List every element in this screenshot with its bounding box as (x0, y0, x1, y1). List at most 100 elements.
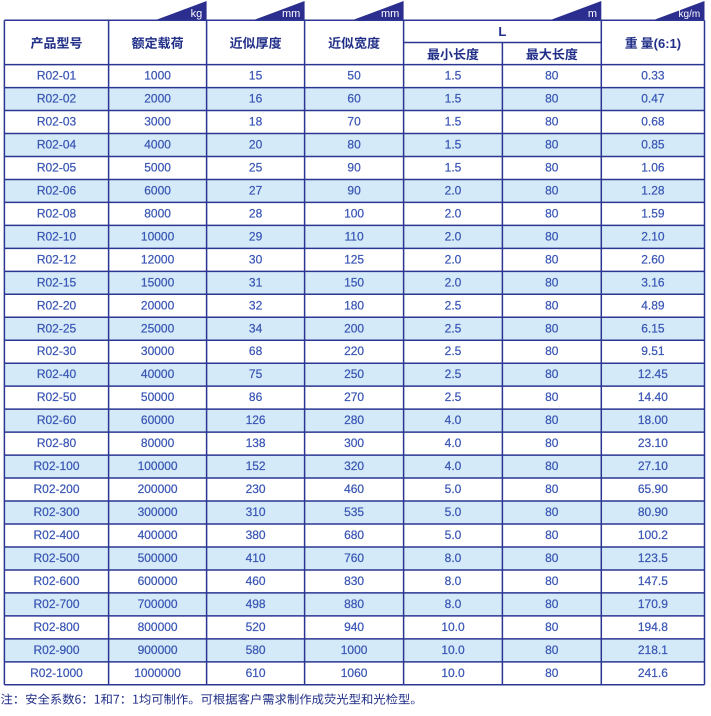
svg-text:10.0: 10.0 (441, 620, 465, 634)
svg-text:218.1: 218.1 (638, 643, 668, 657)
svg-text:0.85: 0.85 (641, 138, 665, 152)
svg-text:80: 80 (347, 138, 361, 152)
svg-text:20: 20 (249, 138, 263, 152)
svg-text:50: 50 (347, 69, 361, 83)
svg-text:20000: 20000 (141, 298, 175, 312)
svg-text:126: 126 (246, 413, 266, 427)
svg-text:70: 70 (347, 115, 361, 129)
svg-text:5.0: 5.0 (445, 528, 462, 542)
svg-text:80: 80 (545, 551, 559, 565)
svg-text:15000: 15000 (141, 275, 175, 289)
svg-text:10.0: 10.0 (441, 666, 465, 680)
svg-text:0.47: 0.47 (641, 92, 665, 106)
svg-text:2.5: 2.5 (445, 390, 462, 404)
svg-text:30000: 30000 (141, 344, 175, 358)
svg-text:80: 80 (545, 436, 559, 450)
svg-text:80: 80 (545, 160, 559, 174)
svg-text:mm: mm (282, 8, 300, 20)
svg-text:8000: 8000 (144, 206, 171, 220)
svg-text:40000: 40000 (141, 367, 175, 381)
svg-text:80: 80 (545, 344, 559, 358)
svg-text:29: 29 (249, 229, 263, 243)
svg-text:4.89: 4.89 (641, 298, 665, 312)
svg-text:R02-01: R02-01 (37, 69, 77, 83)
svg-text:230: 230 (246, 482, 266, 496)
svg-text:R02-02: R02-02 (37, 92, 77, 106)
svg-text:2.0: 2.0 (445, 206, 462, 220)
svg-text:460: 460 (246, 574, 266, 588)
svg-text:R02-30: R02-30 (37, 344, 77, 358)
svg-text:R02-03: R02-03 (37, 115, 77, 129)
svg-text:12000: 12000 (141, 252, 175, 266)
svg-text:1000000: 1000000 (134, 666, 181, 680)
svg-text:535: 535 (344, 505, 364, 519)
svg-text:520: 520 (246, 620, 266, 634)
svg-text:2.5: 2.5 (445, 321, 462, 335)
svg-text:138: 138 (246, 436, 266, 450)
svg-text:100.2: 100.2 (638, 528, 668, 542)
svg-text:14.40: 14.40 (638, 390, 668, 404)
svg-text:1.5: 1.5 (445, 115, 462, 129)
svg-text:610: 610 (246, 666, 266, 680)
svg-text:6.15: 6.15 (641, 321, 665, 335)
svg-text:80: 80 (545, 666, 559, 680)
svg-text:75: 75 (249, 367, 263, 381)
svg-text:2.10: 2.10 (641, 229, 665, 243)
svg-text:kg/m: kg/m (679, 9, 701, 20)
svg-text:4.0: 4.0 (445, 459, 462, 473)
svg-text:80: 80 (545, 597, 559, 611)
svg-text:R02-10: R02-10 (37, 229, 77, 243)
svg-text:180: 180 (344, 298, 364, 312)
svg-text:250: 250 (344, 367, 364, 381)
svg-text:80: 80 (545, 459, 559, 473)
svg-text:80: 80 (545, 206, 559, 220)
svg-text:5.0: 5.0 (445, 482, 462, 496)
svg-text:760: 760 (344, 551, 364, 565)
svg-text:1.5: 1.5 (445, 69, 462, 83)
svg-text:1000: 1000 (144, 69, 171, 83)
svg-text:R02-50: R02-50 (37, 390, 77, 404)
svg-text:400000: 400000 (138, 528, 178, 542)
svg-text:12.45: 12.45 (638, 367, 668, 381)
svg-text:27.10: 27.10 (638, 459, 668, 473)
svg-text:25: 25 (249, 160, 263, 174)
svg-text:R02-06: R02-06 (37, 183, 77, 197)
svg-text:1060: 1060 (341, 666, 368, 680)
svg-text:300000: 300000 (138, 505, 178, 519)
svg-text:1.28: 1.28 (641, 183, 665, 197)
svg-text:3000: 3000 (144, 115, 171, 129)
svg-text:300: 300 (344, 436, 364, 450)
svg-text:1.06: 1.06 (641, 160, 665, 174)
svg-text:80: 80 (545, 574, 559, 588)
svg-text:18.00: 18.00 (638, 413, 668, 427)
svg-text:498: 498 (246, 597, 266, 611)
svg-text:123.5: 123.5 (638, 551, 668, 565)
svg-text:125: 125 (344, 252, 364, 266)
svg-text:R02-05: R02-05 (37, 160, 77, 174)
svg-text:50000: 50000 (141, 390, 175, 404)
svg-text:147.5: 147.5 (638, 574, 668, 588)
svg-text:32: 32 (249, 298, 263, 312)
svg-text:90: 90 (347, 183, 361, 197)
svg-text:R02-800: R02-800 (33, 620, 79, 634)
svg-text:80: 80 (545, 482, 559, 496)
svg-text:68: 68 (249, 344, 263, 358)
svg-text:R02-500: R02-500 (33, 551, 79, 565)
svg-text:800000: 800000 (138, 620, 178, 634)
svg-text:34: 34 (249, 321, 263, 335)
svg-text:0.33: 0.33 (641, 69, 665, 83)
svg-text:1.5: 1.5 (445, 160, 462, 174)
svg-text:m: m (588, 8, 597, 20)
svg-text:25000: 25000 (141, 321, 175, 335)
svg-text:30: 30 (249, 252, 263, 266)
svg-text:28: 28 (249, 206, 263, 220)
svg-text:80: 80 (545, 620, 559, 634)
svg-text:R02-100: R02-100 (33, 459, 79, 473)
svg-text:194.8: 194.8 (638, 620, 668, 634)
svg-text:18: 18 (249, 115, 263, 129)
svg-text:R02-25: R02-25 (37, 321, 77, 335)
svg-text:R02-400: R02-400 (33, 528, 79, 542)
svg-text:(6:1): (6:1) (654, 36, 681, 51)
svg-text:27: 27 (249, 183, 263, 197)
svg-text:580: 580 (246, 643, 266, 657)
